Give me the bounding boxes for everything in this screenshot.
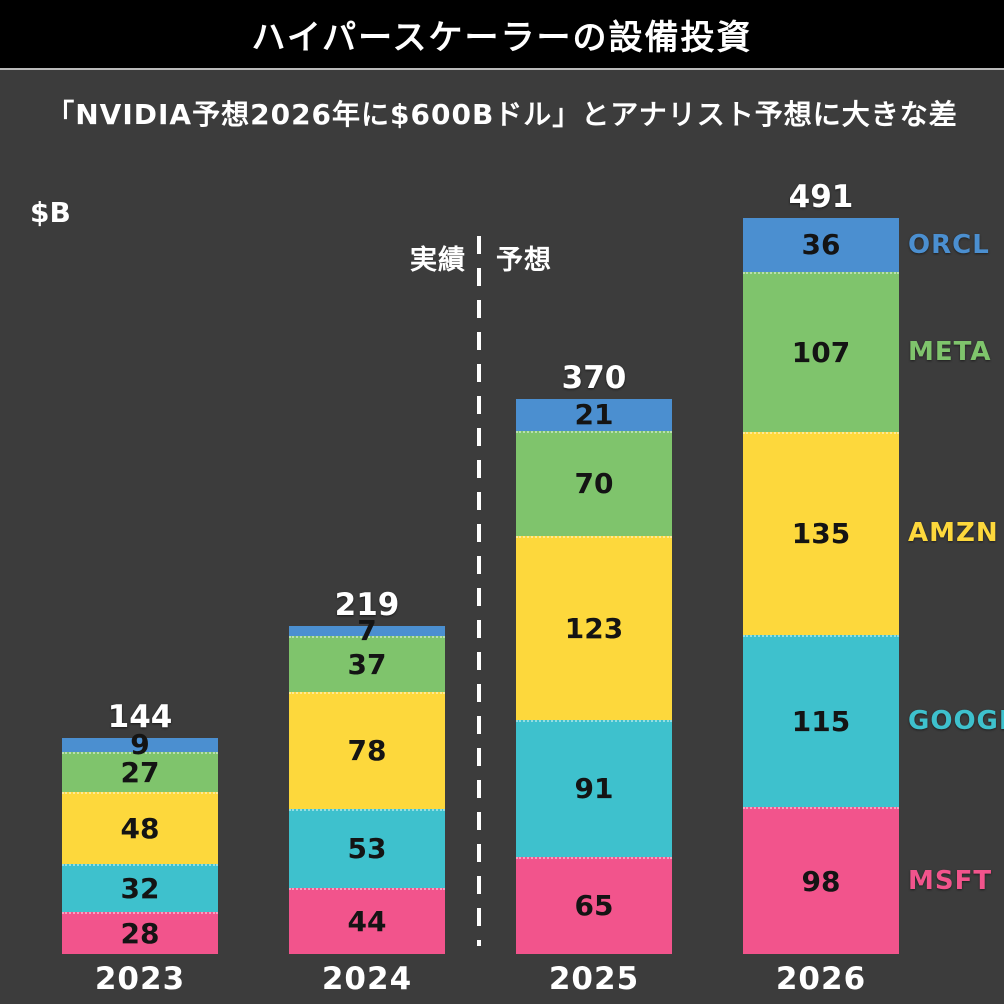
segment-msft-2024[interactable]: 44 bbox=[289, 888, 445, 954]
legend-msft: MSFT bbox=[908, 865, 993, 896]
bar-column-2023: 144 9 27 48 32 28 2023 bbox=[62, 146, 218, 1004]
stacked-bar-2024[interactable]: 7 37 78 53 44 bbox=[289, 616, 445, 954]
bar-column-2026: 491 36 107 135 115 98 2026 bbox=[743, 146, 899, 1004]
stacked-bar-2023[interactable]: 9 27 48 32 28 bbox=[62, 730, 218, 954]
segment-orcl-2025[interactable]: 21 bbox=[516, 399, 672, 431]
segment-orcl-2026[interactable]: 36 bbox=[743, 217, 899, 272]
x-axis-label-2023: 2023 bbox=[94, 961, 186, 997]
segment-value-label: 9 bbox=[130, 727, 150, 761]
bar-total-label: 370 bbox=[561, 360, 627, 396]
bar-total-label: 219 bbox=[334, 586, 400, 623]
x-axis-label-2026: 2026 bbox=[775, 961, 867, 997]
stacked-bar-2026[interactable]: 36 107 135 115 98 bbox=[743, 217, 899, 954]
segment-meta-2025[interactable]: 70 bbox=[516, 430, 672, 536]
segment-googl-2026[interactable]: 115 bbox=[743, 634, 899, 807]
segment-value-label: 7 bbox=[357, 613, 377, 647]
segment-value-label: 36 bbox=[801, 227, 841, 261]
y-axis-unit-label: $B bbox=[30, 196, 71, 229]
segment-value-label: 98 bbox=[801, 864, 841, 898]
segment-value-label: 78 bbox=[347, 734, 387, 767]
forecast-divider-line bbox=[477, 236, 481, 946]
segment-value-label: 70 bbox=[574, 467, 614, 500]
title-bar: ハイパースケーラーの設備投資 bbox=[0, 0, 1004, 68]
segment-value-label: 91 bbox=[574, 772, 614, 806]
segment-value-label: 32 bbox=[120, 872, 160, 905]
segment-value-label: 135 bbox=[791, 517, 851, 551]
legend-orcl: ORCL bbox=[908, 229, 990, 260]
title-divider bbox=[0, 68, 1004, 70]
actual-label: 実績 bbox=[410, 245, 466, 276]
segment-googl-2025[interactable]: 91 bbox=[516, 720, 672, 857]
bars-row: 144 9 27 48 32 28 2023 219 7 37 78 53 44 2024 370 21 70 1… bbox=[0, 146, 1004, 1004]
segment-value-label: 123 bbox=[564, 611, 624, 645]
segment-value-label: 115 bbox=[791, 704, 851, 738]
segment-value-label: 53 bbox=[347, 832, 387, 866]
bar-column-2024: 219 7 37 78 53 44 2024 bbox=[289, 146, 445, 1004]
segment-amzn-2024[interactable]: 78 bbox=[289, 691, 445, 809]
segment-value-label: 107 bbox=[791, 335, 851, 369]
segment-orcl-2023[interactable]: 9 bbox=[62, 730, 218, 758]
segment-value-label: 48 bbox=[120, 812, 160, 845]
segment-msft-2026[interactable]: 98 bbox=[743, 807, 899, 954]
segment-value-label: 21 bbox=[574, 397, 614, 431]
segment-value-label: 37 bbox=[347, 647, 387, 681]
subtitle: 「NVIDIA予想2026年に$600Bドル」とアナリスト予想に大きな差 bbox=[46, 98, 958, 131]
segment-value-label: 28 bbox=[120, 917, 160, 950]
x-axis-label-2024: 2024 bbox=[321, 961, 413, 997]
stacked-bar-2025[interactable]: 21 70 123 91 65 bbox=[516, 399, 672, 954]
segment-orcl-2024[interactable]: 7 bbox=[289, 616, 445, 644]
page-title: ハイパースケーラーの設備投資 bbox=[251, 17, 753, 58]
segment-googl-2023[interactable]: 32 bbox=[62, 864, 218, 912]
legend-googl: GOOGL bbox=[908, 705, 1004, 736]
segment-meta-2024[interactable]: 37 bbox=[289, 636, 445, 692]
legend-meta: META bbox=[908, 336, 992, 367]
bar-total-label: 144 bbox=[107, 699, 173, 735]
segment-meta-2023[interactable]: 27 bbox=[62, 751, 218, 792]
stacked-bar-chart: $B 144 9 27 48 32 28 2023 219 7 37 78 53 44 2024 370 21… bbox=[0, 146, 1004, 1004]
segment-value-label: 44 bbox=[347, 905, 387, 938]
bar-total-label: 491 bbox=[788, 178, 854, 215]
segment-msft-2025[interactable]: 65 bbox=[516, 856, 672, 954]
legend-amzn: AMZN bbox=[908, 518, 999, 549]
segment-value-label: 65 bbox=[574, 889, 614, 923]
segment-googl-2024[interactable]: 53 bbox=[289, 808, 445, 888]
segment-amzn-2023[interactable]: 48 bbox=[62, 792, 218, 864]
segment-value-label: 27 bbox=[120, 755, 160, 789]
forecast-label: 予想 bbox=[496, 245, 552, 276]
segment-amzn-2026[interactable]: 135 bbox=[743, 432, 899, 635]
segment-msft-2023[interactable]: 28 bbox=[62, 912, 218, 954]
bar-column-2025: 370 21 70 123 91 65 2025 bbox=[516, 146, 672, 1004]
segment-meta-2026[interactable]: 107 bbox=[743, 271, 899, 432]
x-axis-label-2025: 2025 bbox=[548, 961, 640, 997]
segment-amzn-2025[interactable]: 123 bbox=[516, 535, 672, 720]
